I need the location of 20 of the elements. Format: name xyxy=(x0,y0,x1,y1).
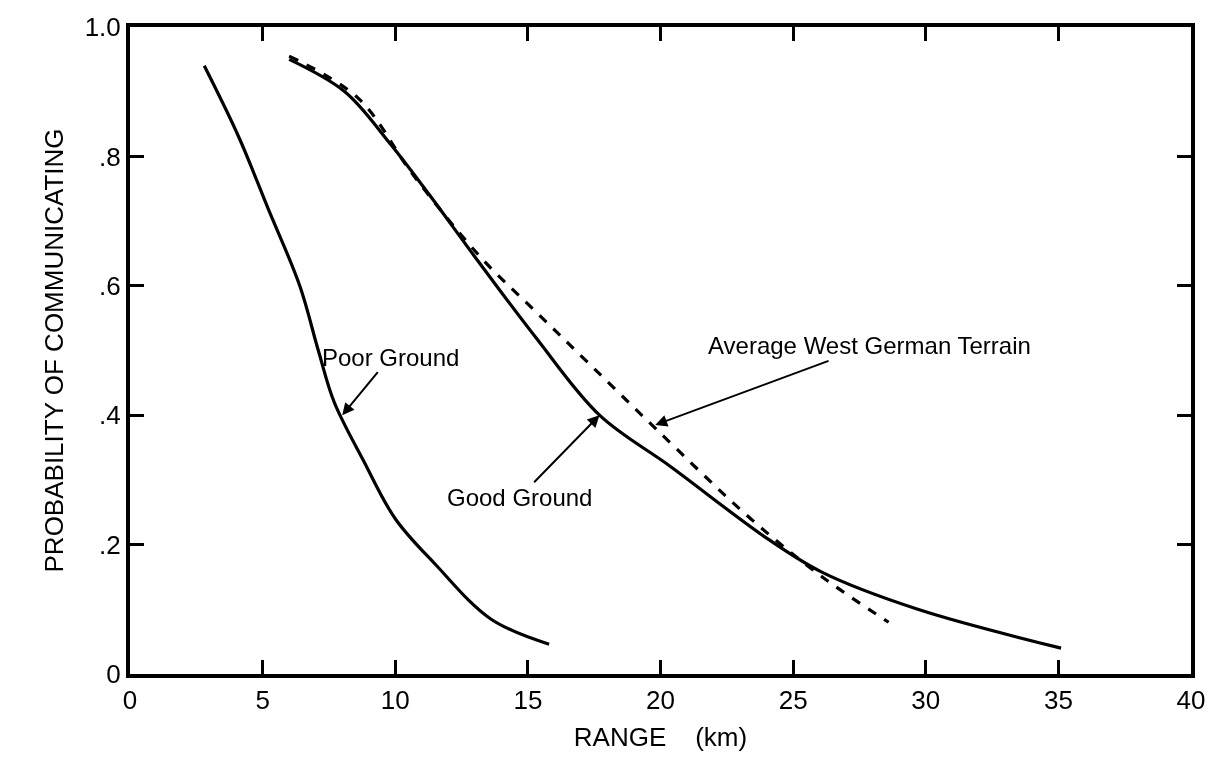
x-tick-label: 5 xyxy=(255,685,270,716)
y-tick-label: .6 xyxy=(99,270,121,301)
x-tick-label: 30 xyxy=(911,685,941,716)
y-tick-label: .4 xyxy=(99,400,121,431)
annotation: Average West German Terrain xyxy=(708,332,1031,359)
x-tick-label: 15 xyxy=(513,685,543,716)
x-tick-label: 40 xyxy=(1176,685,1206,716)
annotation: Good Ground xyxy=(447,484,593,511)
x-tick-label: 10 xyxy=(380,685,410,716)
y-tick-label: 1.0 xyxy=(84,12,121,43)
x-axis-title: RANGE (km) xyxy=(573,722,748,753)
x-tick-label: 35 xyxy=(1043,685,1073,716)
y-axis-title: PROBABILITY OF COMMUNICATING xyxy=(38,128,69,573)
x-tick-label: 25 xyxy=(778,685,808,716)
y-tick-label: 0 xyxy=(106,659,121,690)
y-tick-label: .8 xyxy=(99,141,121,172)
annotation: Poor Ground xyxy=(322,344,460,371)
y-tick-label: .2 xyxy=(99,529,121,560)
line-series xyxy=(287,57,1063,650)
x-tick-label: 20 xyxy=(646,685,675,716)
